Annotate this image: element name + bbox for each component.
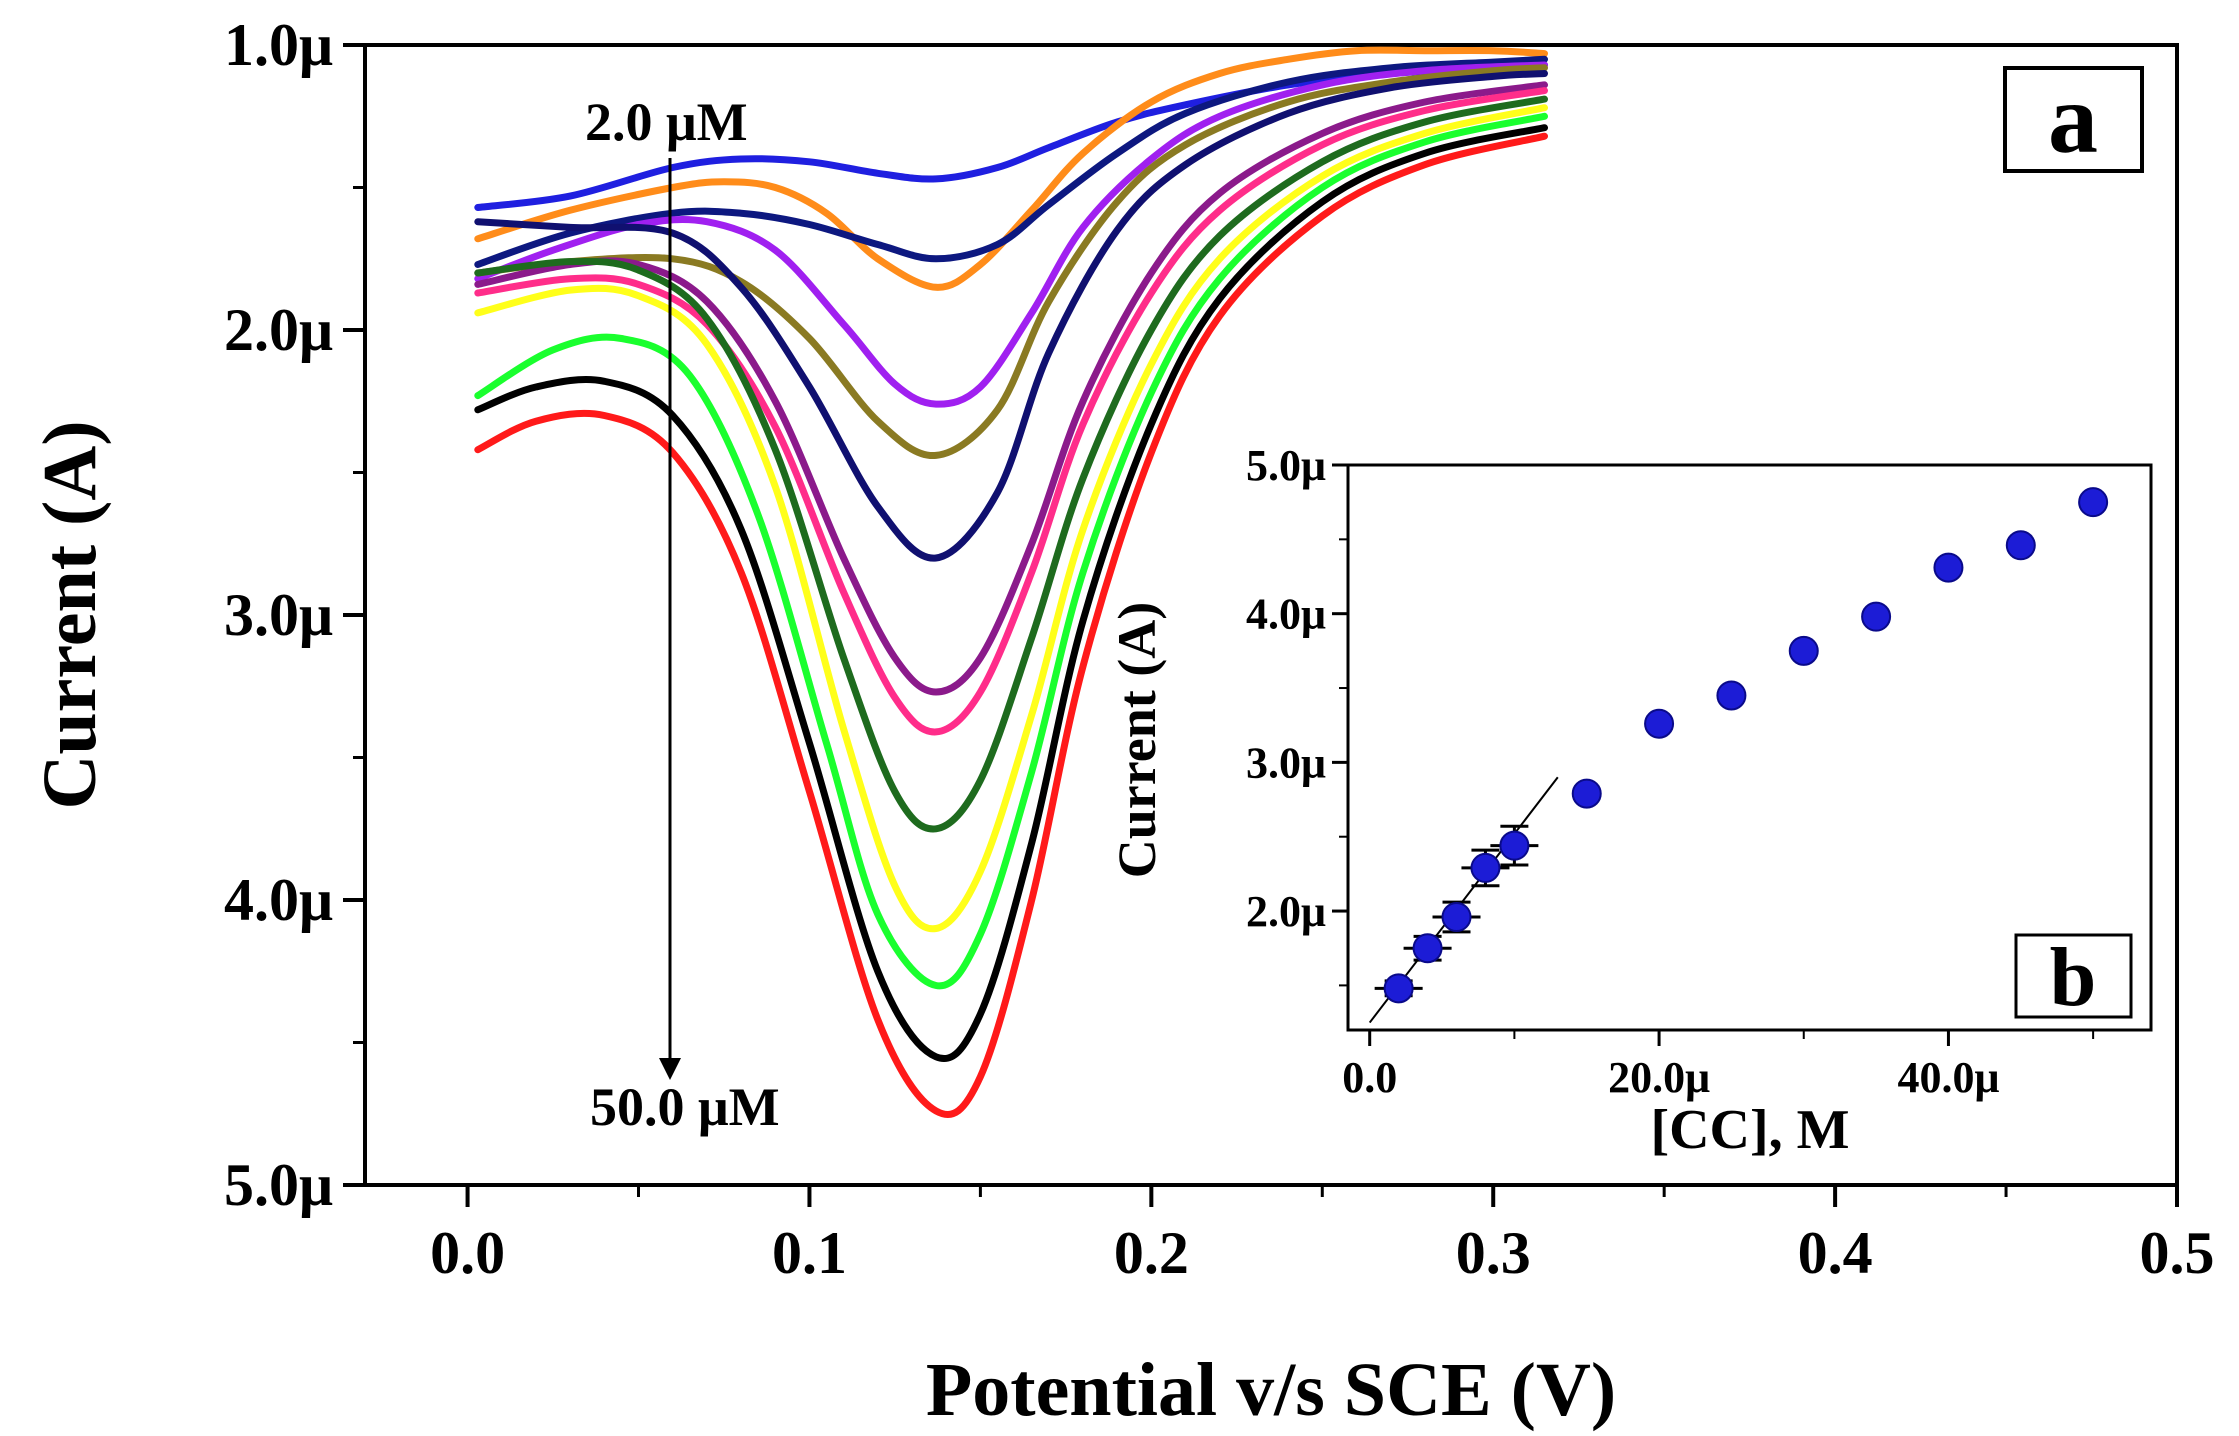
inset-x-tick-label: 40.0μ	[1897, 1053, 1999, 1102]
main-x-tick-label: 0.1	[772, 1220, 847, 1286]
inset-y-tick-label: 3.0μ	[1246, 738, 1326, 787]
inset-series	[1368, 487, 2109, 1024]
panel-label-a: a	[2048, 63, 2098, 174]
main-x-axis-label: Potential v/s SCE (V)	[926, 1348, 1616, 1432]
inset-data-point	[1716, 680, 1747, 711]
series-line-40-0-m	[474, 104, 1548, 933]
main-x-tick-label: 0.2	[1114, 1220, 1189, 1286]
annotation-high-concentration: 50.0 μM	[590, 1077, 780, 1137]
annotation-low-concentration: 2.0 μM	[585, 92, 748, 152]
inset-data-point	[1933, 552, 1964, 583]
inset-data-point	[1441, 902, 1472, 932]
panel-label-b-box	[2014, 933, 2133, 1019]
inset-data-point	[1788, 635, 1819, 666]
main-y-axis-label: Current (A)	[28, 420, 112, 809]
concentration-arrow-head	[659, 1058, 681, 1080]
main-y-tick-label: 3.0μ	[224, 582, 333, 648]
main-y-tick-label: 2.0μ	[224, 297, 333, 363]
inset-data-point	[1412, 933, 1443, 964]
series-line-10-0-m	[474, 61, 1548, 408]
inset-ticks: 0.0 20.0μ 40.0μ 2.0μ 3.0μ 4.0μ 5.0μ	[1246, 441, 2095, 1102]
inset-data-point	[1571, 778, 1602, 809]
inset-x-tick-label: 0.0	[1342, 1053, 1397, 1102]
panel-label-b: b	[2050, 931, 2097, 1024]
inset-y-tick-label: 5.0μ	[1246, 441, 1326, 490]
inset-y-tick-label: 4.0μ	[1246, 590, 1326, 639]
inset-data-point	[1861, 601, 1892, 632]
main-y-tick-label: 1.0μ	[224, 12, 333, 78]
main-y-tick-label: 4.0μ	[224, 867, 333, 933]
main-x-tick-label: 0.4	[1798, 1220, 1873, 1286]
series-line-50-0-m	[474, 132, 1548, 1118]
series-line-35-0-m	[474, 95, 1548, 833]
series-line-45-0-m	[474, 112, 1548, 990]
inset-y-axis-label: Current (A)	[1107, 602, 1167, 878]
inset-data-point	[1470, 852, 1501, 883]
inset-data-point	[1644, 708, 1675, 739]
inset-data-point	[2078, 487, 2109, 518]
series-line-8-0-m	[474, 55, 1548, 268]
series-line-20-0-m	[474, 70, 1548, 562]
series-line-30-0-m	[474, 87, 1548, 736]
inset-x-axis-label: [CC], M	[1650, 1099, 1849, 1161]
main-ticks: 0.0 0.1 0.2 0.3 0.4 0.5 1.0μ 2.0μ 3.0μ 4.0μ 5.0μ	[224, 12, 2215, 1286]
main-x-tick-label: 0.5	[2140, 1220, 2215, 1286]
inset-data-point	[1383, 973, 1414, 1004]
series-line-15-0-m	[474, 64, 1548, 459]
inset-data-point	[2005, 530, 2036, 561]
series-line-25-0-m	[474, 81, 1548, 696]
series-line-48-0-m	[474, 124, 1548, 1062]
main-x-tick-label: 0.0	[430, 1220, 505, 1286]
inset-data-point	[1499, 830, 1530, 861]
panel-label-a-box	[2003, 66, 2144, 173]
main-y-tick-label: 5.0μ	[224, 1152, 333, 1218]
main-x-tick-label: 0.3	[1456, 1220, 1531, 1286]
main-series	[474, 46, 1548, 1118]
inset-y-tick-label: 2.0μ	[1246, 887, 1326, 936]
inset-x-tick-label: 20.0μ	[1608, 1053, 1710, 1102]
